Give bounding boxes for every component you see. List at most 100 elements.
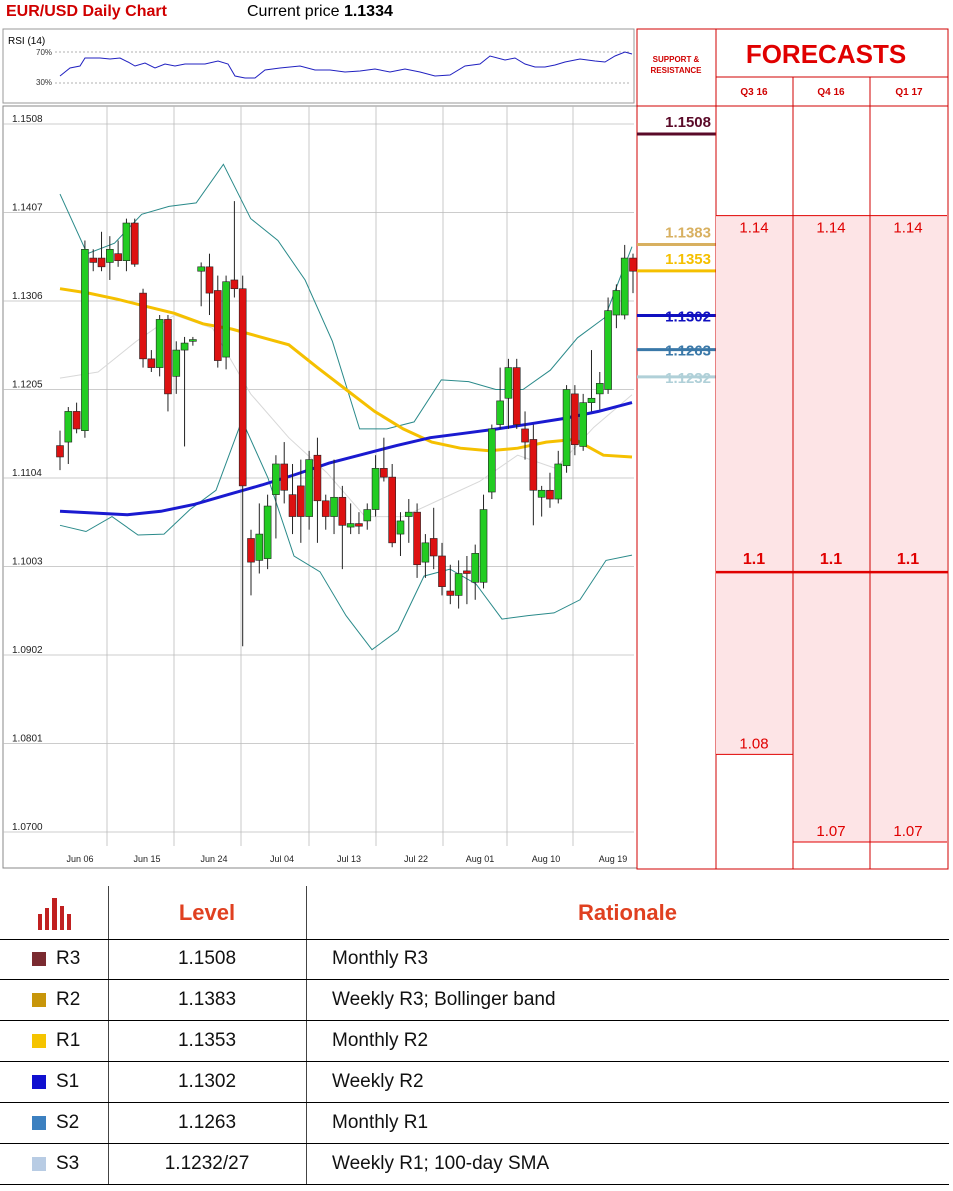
sr-level-label: 1.1302 [665, 309, 711, 326]
table-cell-level: 1.1353 [177, 1030, 237, 1051]
candle-up [454, 573, 463, 596]
sr-panel [636, 28, 717, 870]
y-axis-ticks: 1.1508 1.1407 1.1306 1.1205 1.1104 1.1003 1.09… [12, 114, 43, 833]
candle-up [612, 290, 621, 316]
candle-up [554, 463, 563, 500]
y-tick-label: 1.0902 [12, 645, 43, 656]
candle-down [147, 358, 156, 368]
candle-down [321, 500, 330, 517]
sr-level-label: 1.1508 [665, 114, 711, 131]
x-tick-label: Jun 06 [66, 854, 93, 864]
rsi-label: RSI (14) [8, 36, 45, 47]
table-header-row: Level Rationale [0, 886, 949, 940]
table-header-level: Level [178, 899, 236, 925]
forecast-values: 1.14 1.1 1.08 1.14 1.1 1.07 1.14 1.1 1.07 [739, 220, 922, 840]
candle-up [479, 509, 488, 583]
y-tick-label: 1.1508 [12, 114, 43, 125]
candle-up [396, 520, 405, 535]
candle-up [620, 257, 629, 316]
table-cell-name: S2 [32, 1103, 79, 1143]
table-row: S1 1.1302 Weekly R2 [0, 1062, 949, 1103]
chart-area: RSI (14) 70% 30% 1.1508 1.1407 1.1306 1.120… [2, 28, 949, 870]
table-cell-level: 1.1263 [177, 1112, 237, 1133]
table-cell-rationale: Weekly R1; 100-day SMA [332, 1153, 550, 1174]
y-tick-label: 1.1003 [12, 557, 43, 568]
forecast-mid-value: 1.1 [743, 551, 765, 568]
forecast-shading [716, 215, 948, 843]
candle-down [380, 468, 388, 478]
table-cell-rationale: Weekly R3; Bollinger band [332, 989, 556, 1010]
candle-down [230, 279, 239, 290]
sr-title-line2: RESISTANCE [651, 66, 703, 75]
current-price-value: 1.1334 [343, 3, 393, 20]
forecast-range-band [793, 215, 870, 842]
y-tick-label: 1.1205 [12, 380, 43, 391]
rsi-30-label: 30% [36, 78, 52, 87]
y-tick-label: 1.0700 [12, 822, 43, 833]
forecast-low-value: 1.08 [739, 735, 768, 752]
forecast-low-value: 1.07 [893, 823, 922, 840]
rsi-70-label: 70% [36, 48, 52, 57]
candle-up [172, 349, 181, 377]
rsi-line [59, 51, 633, 79]
table-cell-rationale: Weekly R2 [332, 1071, 424, 1092]
level-name: R2 [56, 989, 81, 1010]
candle-down [213, 290, 222, 361]
level-color-swatch [32, 1034, 46, 1048]
candle-up [537, 489, 546, 498]
forecast-mid-value: 1.1 [897, 551, 919, 568]
candle-up [155, 319, 164, 368]
sma-blue-line [59, 401, 633, 517]
candle-up [562, 389, 571, 467]
table-cell-name: R3 [32, 939, 80, 979]
candle-up [255, 533, 264, 561]
candle-down [429, 538, 438, 557]
candle-down [546, 489, 554, 500]
table-cell-rationale: Monthly R3 [332, 948, 429, 969]
table-row: S2 1.1263 Monthly R1 [0, 1103, 949, 1144]
candle-down [280, 463, 289, 491]
sr-levels: 1.1508 1.1383 1.1353 1.1302 1.1263 1.1232 [637, 114, 716, 387]
candle-up [197, 266, 205, 272]
current-price-label: Current price [247, 3, 340, 20]
candle-up [504, 367, 513, 399]
level-color-swatch [32, 1157, 46, 1171]
table-cell-level: 1.1383 [177, 989, 237, 1010]
candle-up [189, 339, 197, 342]
x-tick-label: Jul 04 [270, 854, 294, 864]
candle-down [629, 257, 637, 272]
table-cell-name: S1 [32, 1062, 79, 1102]
table-cell-level: 1.1232/27 [164, 1153, 250, 1174]
sr-title-line1: SUPPORT & [653, 55, 700, 64]
candle-up [595, 383, 604, 395]
bb-lower-line [59, 418, 633, 651]
candle-up [404, 511, 413, 517]
candle-down [164, 319, 172, 395]
bb-upper-line [59, 163, 633, 430]
candle-up [330, 496, 338, 517]
candle-up [305, 459, 313, 517]
candle-up [106, 249, 114, 263]
y-tick-label: 1.1407 [12, 203, 43, 214]
table-row: R2 1.1383 Weekly R3; Bollinger band [0, 980, 949, 1021]
candle-down [512, 367, 521, 425]
candle-up [122, 222, 131, 261]
table-col-divider-2 [306, 886, 307, 1184]
candle-down [355, 523, 363, 527]
candle-down [529, 439, 538, 491]
candle-up [363, 509, 372, 522]
level-name: S2 [56, 1112, 80, 1133]
candle-up [604, 310, 612, 390]
candle-up [587, 397, 596, 403]
candle-down [288, 494, 297, 517]
rsi-panel [2, 28, 635, 104]
candle-up [180, 342, 189, 351]
sr-level-label: 1.1263 [665, 343, 711, 360]
candle-down [297, 485, 305, 517]
table-cell-rationale: Monthly R1 [332, 1112, 429, 1133]
candle-up [579, 402, 587, 447]
x-tick-label: Aug 01 [466, 854, 495, 864]
forecast-quarter-q1: Q1 17 [895, 87, 923, 98]
x-tick-label: Jul 22 [404, 854, 428, 864]
table-cell-name: S3 [32, 1144, 79, 1184]
